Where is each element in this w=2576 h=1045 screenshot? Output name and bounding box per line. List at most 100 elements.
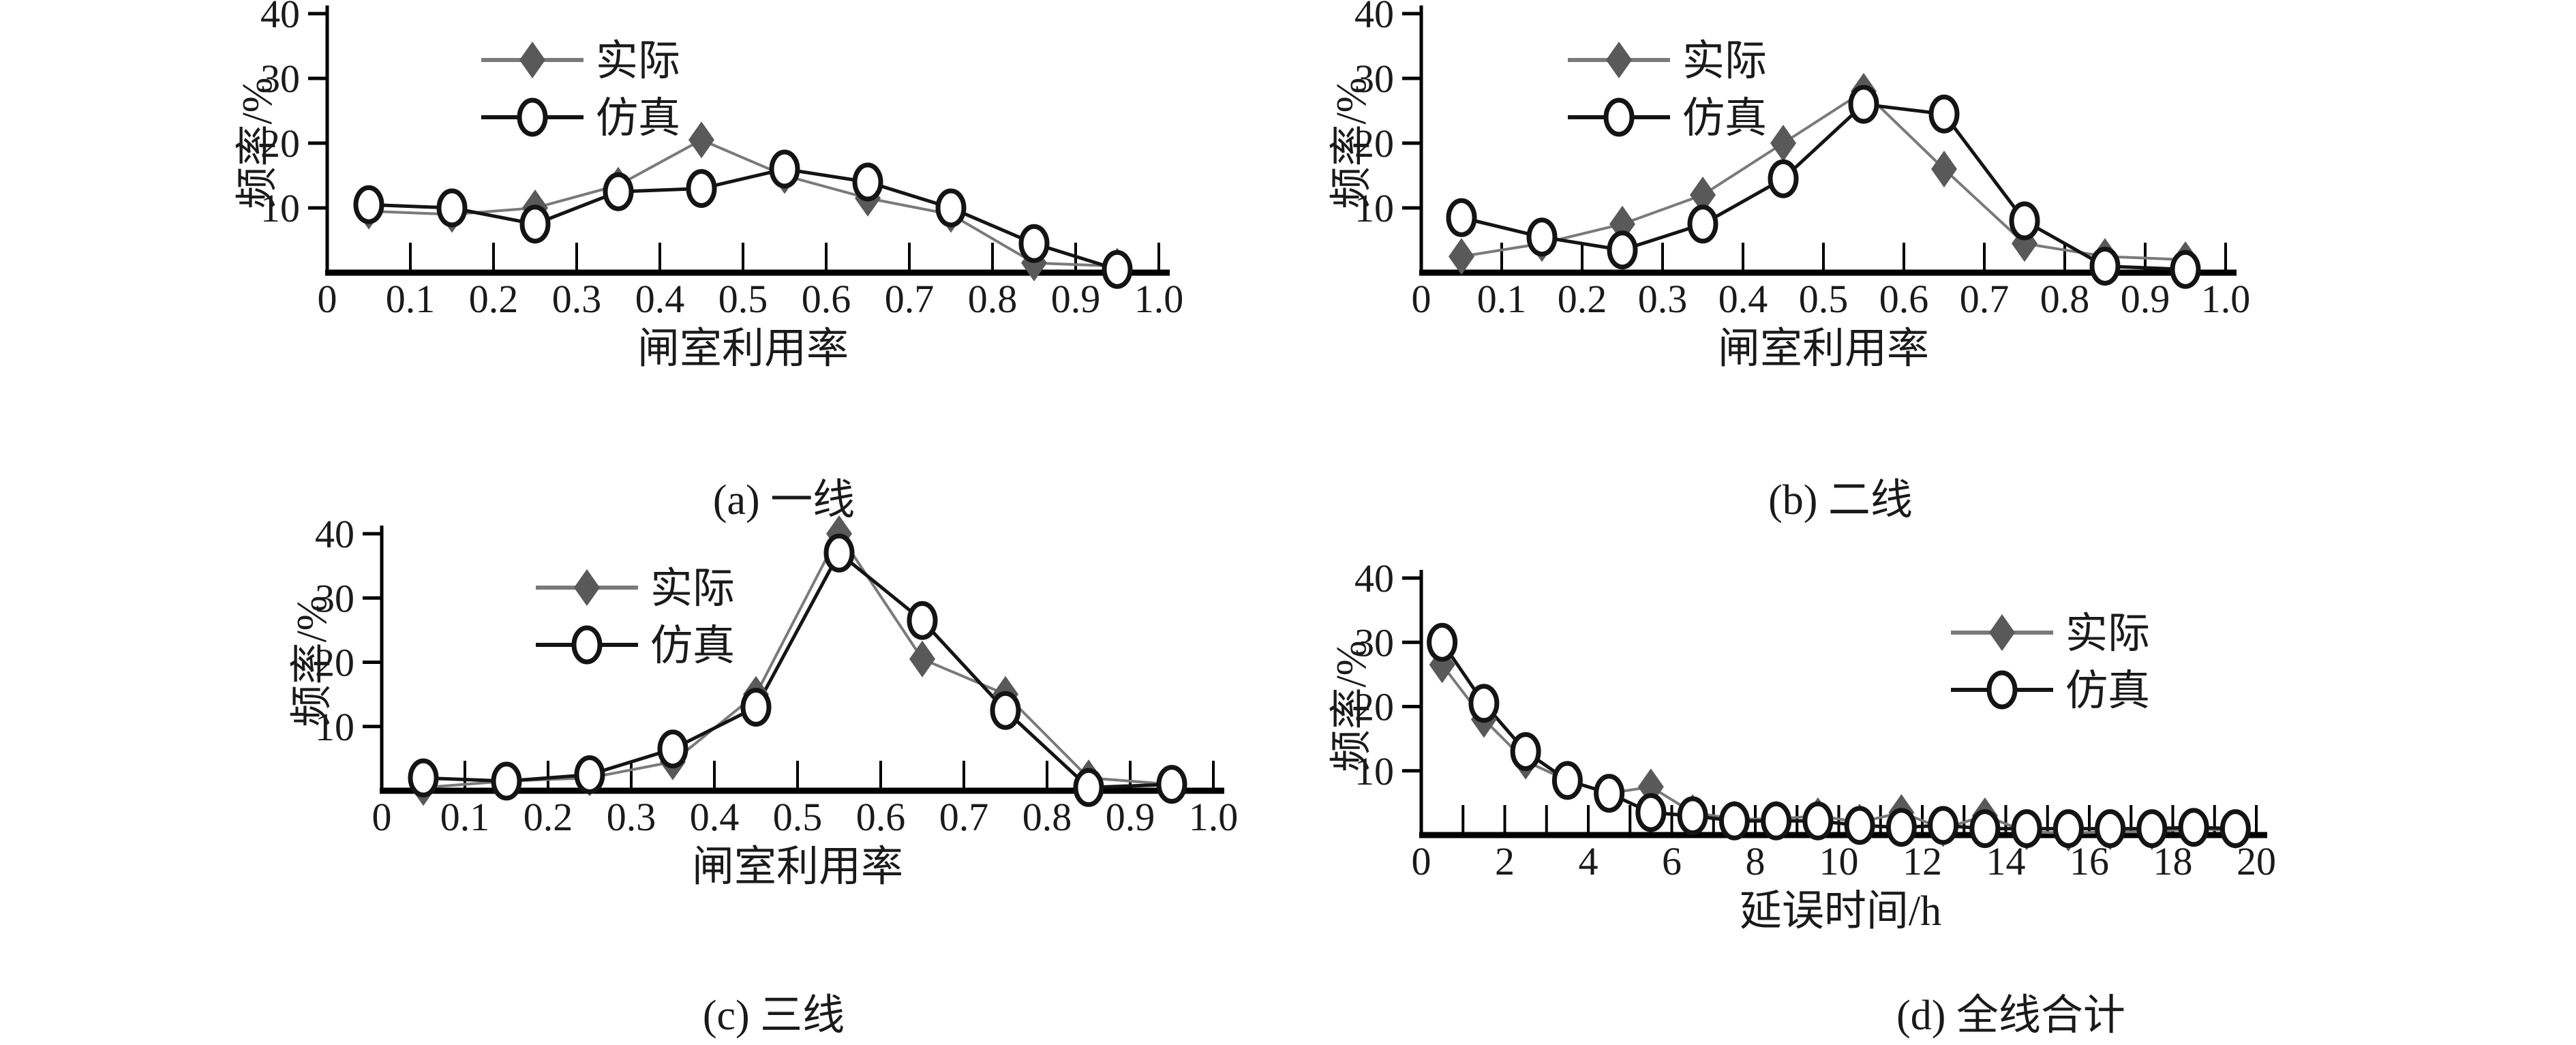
marker-circle-sim-b	[2170, 249, 2201, 289]
x-tick-label-a: 0.7	[885, 277, 935, 321]
marker-circle-sim-a	[852, 162, 883, 202]
marker-circle-sim-b	[1687, 205, 1718, 244]
legend-label-actual-d: 实际	[2065, 611, 2150, 657]
x-tick-label-a: 0.2	[469, 277, 519, 321]
x-tick-label-a: 0.5	[718, 277, 768, 321]
legend-label-actual-b: 实际	[1682, 38, 1767, 85]
legend-label-actual-c: 实际	[650, 566, 735, 612]
series-line-actual-a	[368, 138, 1118, 268]
x-tick-label-b: 0.7	[1960, 277, 2010, 321]
marker-circle-sim-c	[657, 729, 688, 769]
marker-circle-sim-a	[769, 149, 800, 189]
marker-circle-sim-d	[2052, 809, 2084, 849]
x-tick-label-d: 0	[1412, 839, 1431, 883]
caption-panel-b: (b) 二线	[1768, 477, 1913, 524]
x-tick-label-d: 18	[2153, 839, 2193, 883]
x-tick-label-a: 0	[318, 277, 337, 321]
x-tick-label-d: 4	[1579, 839, 1598, 883]
legend-label-sim-b: 仿真	[1682, 95, 1767, 142]
x-tick-label-d: 14	[1986, 839, 2026, 883]
x-tick-label-c: 0.3	[607, 795, 656, 839]
marker-circle-sim-d	[1885, 808, 1917, 847]
marker-circle-sim-c	[990, 691, 1021, 730]
y-tick-label-d: 30	[1354, 620, 1394, 665]
x-tick-label-d: 12	[1903, 839, 1942, 883]
marker-diamond-actual-c	[574, 569, 600, 606]
marker-diamond-actual-a	[688, 121, 714, 159]
marker-circle-sim-a	[935, 188, 967, 228]
x-tick-label-d: 10	[1819, 839, 1859, 883]
y-axis-label-d: 频率/%	[1329, 641, 1375, 772]
series-line-sim-b	[1461, 102, 2186, 271]
marker-circle-sim-d	[1427, 622, 1458, 662]
marker-circle-sim-d	[1510, 731, 1541, 771]
marker-circle-sim-b	[1446, 198, 1477, 237]
x-tick-label-d: 16	[2070, 839, 2109, 883]
marker-diamond-actual-c	[909, 640, 935, 678]
x-axis-label-a: 闸室利用率	[637, 326, 849, 372]
x-tick-label-a: 0.9	[1051, 277, 1101, 321]
y-tick-label-b: 40	[1354, 0, 1394, 36]
y-tick-label-a: 10	[260, 186, 300, 230]
marker-circle-sim-b	[1768, 159, 1799, 198]
marker-circle-sim-d	[1718, 801, 1750, 840]
x-tick-label-c: 1.0	[1189, 795, 1239, 839]
y-tick-label-c: 30	[315, 576, 354, 620]
marker-circle-sim-d	[2095, 809, 2126, 849]
marker-circle-sim-a	[1018, 224, 1050, 263]
y-tick-label-d: 20	[1354, 685, 1394, 729]
marker-circle-sim-c	[571, 625, 603, 665]
y-axis-label-a: 频率/%	[234, 78, 281, 209]
y-tick-label-a: 20	[260, 121, 300, 166]
legend-label-sim-a: 仿真	[596, 95, 680, 142]
marker-circle-sim-b	[2009, 201, 2040, 241]
x-tick-label-c: 0.1	[440, 795, 490, 839]
marker-circle-sim-c	[907, 601, 938, 640]
legend-label-actual-a: 实际	[596, 38, 680, 85]
x-tick-label-d: 6	[1662, 839, 1682, 883]
x-axis-label-d: 延误时间/h	[1740, 888, 1941, 935]
x-tick-label-b: 1.0	[2201, 277, 2251, 321]
legend-label-sim-d: 仿真	[2065, 668, 2150, 714]
x-tick-label-a: 1.0	[1134, 277, 1184, 321]
marker-diamond-actual-b	[1606, 42, 1632, 78]
x-axis-label-c: 闸室利用率	[692, 844, 903, 890]
x-tick-label-d: 8	[1746, 839, 1766, 883]
marker-circle-sim-c	[740, 687, 772, 727]
x-tick-label-c: 0.2	[524, 795, 573, 839]
marker-circle-sim-d	[2136, 809, 2168, 849]
marker-circle-sim-a	[436, 188, 468, 228]
y-tick-label-b: 20	[1354, 121, 1394, 166]
x-tick-label-c: 0.7	[939, 795, 989, 839]
marker-circle-sim-d	[1468, 684, 1500, 723]
x-tick-label-d: 20	[2237, 839, 2276, 883]
caption-panel-a: (a) 一线	[712, 477, 855, 524]
marker-diamond-actual-b	[1690, 177, 1716, 213]
marker-circle-sim-d	[2219, 809, 2251, 849]
series-line-sim-a	[368, 167, 1118, 271]
marker-circle-sim-c	[1156, 765, 1187, 804]
marker-circle-sim-d	[2178, 808, 2209, 847]
marker-circle-sim-c	[491, 761, 522, 801]
marker-circle-sim-d	[1969, 809, 2001, 849]
marker-circle-sim-c	[574, 755, 605, 794]
marker-circle-sim-b	[1607, 230, 1638, 270]
marker-circle-sim-b	[1928, 94, 1960, 134]
marker-diamond-actual-d	[1989, 614, 2015, 651]
caption-panel-c: (c) 三线	[702, 993, 845, 1039]
marker-circle-sim-d	[1802, 801, 1834, 840]
marker-diamond-actual-b	[1770, 125, 1796, 162]
y-tick-label-c: 10	[315, 705, 354, 749]
marker-circle-sim-c	[823, 533, 855, 573]
marker-circle-sim-a	[686, 169, 717, 208]
series-line-sim-c	[423, 550, 1172, 789]
x-tick-label-c: 0.4	[690, 795, 740, 839]
marker-circle-sim-b	[1603, 97, 1635, 137]
x-tick-label-b: 0	[1412, 277, 1431, 321]
marker-circle-sim-a	[517, 97, 548, 137]
x-tick-label-d: 2	[1495, 839, 1515, 883]
y-axis-label-c: 频率/%	[289, 596, 335, 727]
x-tick-label-b: 0.1	[1477, 277, 1527, 321]
y-tick-label-a: 30	[260, 57, 300, 101]
